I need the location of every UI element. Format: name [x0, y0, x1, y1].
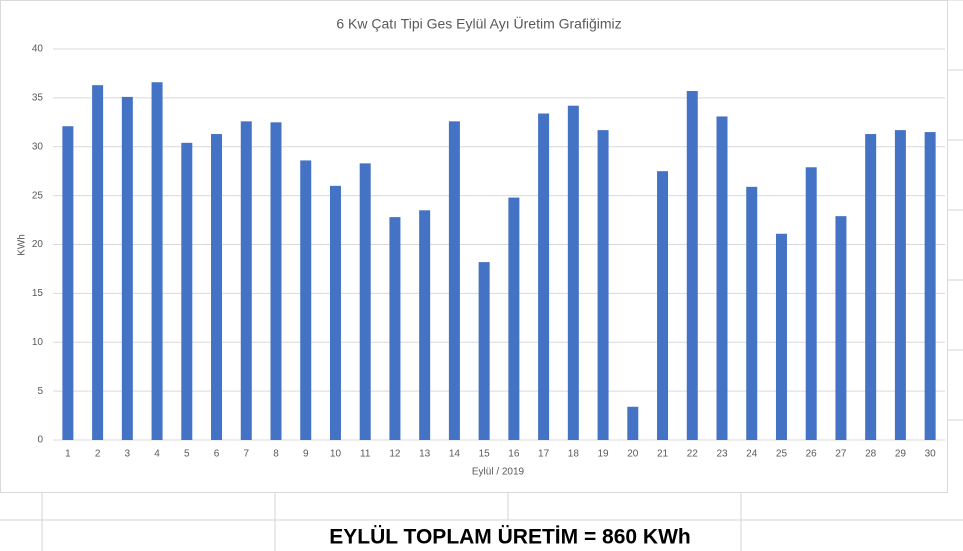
y-tick-label: 30 [32, 141, 44, 152]
x-tick-label: 15 [479, 449, 491, 460]
total-annotation: EYLÜL TOPLAM ÜRETİM = 860 KWh [329, 526, 691, 549]
y-tick-label: 40 [32, 44, 44, 55]
chart-title: 6 Kw Çatı Tipi Ges Eylül Ayı Üretim Graf… [336, 15, 621, 32]
bar [389, 217, 401, 440]
x-tick-label: 16 [508, 449, 520, 460]
x-tick-label: 8 [273, 449, 279, 460]
bar [92, 85, 104, 440]
x-tick-label: 13 [419, 449, 431, 460]
y-tick-label: 15 [32, 288, 44, 299]
x-tick-label: 12 [389, 449, 401, 460]
x-tick-label: 3 [125, 449, 131, 460]
bar [121, 96, 133, 441]
bar [211, 134, 223, 441]
bar [865, 134, 877, 441]
bar [657, 171, 669, 440]
bar [448, 121, 460, 441]
bar [508, 197, 520, 440]
x-tick-label: 9 [303, 449, 309, 460]
x-tick-label: 23 [716, 449, 728, 460]
bar [181, 142, 193, 440]
x-tick-label: 29 [895, 449, 907, 460]
x-tick-label: 7 [243, 449, 249, 460]
bar [686, 91, 698, 440]
bar [567, 105, 579, 440]
bar [775, 233, 787, 440]
bar [300, 160, 312, 440]
bar [597, 130, 609, 440]
bar [805, 167, 817, 440]
x-tick-label: 20 [627, 449, 639, 460]
y-tick-label: 0 [37, 435, 43, 446]
bar [716, 116, 728, 440]
chart-area [0, 0, 948, 493]
x-tick-label: 28 [865, 449, 877, 460]
y-tick-label: 35 [32, 93, 44, 104]
x-tick-label: 25 [776, 449, 788, 460]
x-tick-label: 11 [360, 449, 371, 460]
x-tick-label: 21 [657, 449, 669, 460]
y-tick-label: 20 [32, 239, 44, 250]
bar [538, 113, 550, 440]
bar [151, 82, 163, 441]
bar [419, 210, 431, 440]
x-tick-label: 5 [184, 449, 190, 460]
x-tick-label: 2 [95, 449, 101, 460]
x-tick-label: 19 [598, 449, 610, 460]
bar [359, 163, 371, 440]
x-tick-label: 10 [330, 449, 342, 460]
bar [746, 186, 758, 440]
y-tick-label: 5 [37, 386, 43, 397]
bar [478, 262, 490, 440]
x-tick-label: 17 [538, 449, 550, 460]
x-tick-label: 14 [449, 449, 461, 460]
x-tick-label: 4 [154, 449, 160, 460]
x-tick-label: 27 [835, 449, 847, 460]
bar [894, 130, 906, 440]
y-tick-label: 25 [32, 190, 44, 201]
x-axis-label: Eylül / 2019 [472, 467, 525, 478]
bar [62, 126, 74, 440]
x-tick-label: 30 [925, 449, 937, 460]
bar [270, 122, 282, 440]
y-tick-label: 10 [32, 337, 44, 348]
x-tick-label: 26 [806, 449, 818, 460]
x-tick-label: 6 [214, 449, 220, 460]
bar [329, 185, 341, 440]
x-tick-label: 1 [65, 449, 71, 460]
x-tick-label: 18 [568, 449, 580, 460]
bar [924, 132, 936, 440]
bar [627, 406, 639, 440]
bar [240, 121, 252, 441]
x-tick-label: 24 [746, 449, 758, 460]
bar [835, 216, 847, 440]
y-axis-label: KWh [17, 234, 28, 256]
x-tick-label: 22 [687, 449, 699, 460]
